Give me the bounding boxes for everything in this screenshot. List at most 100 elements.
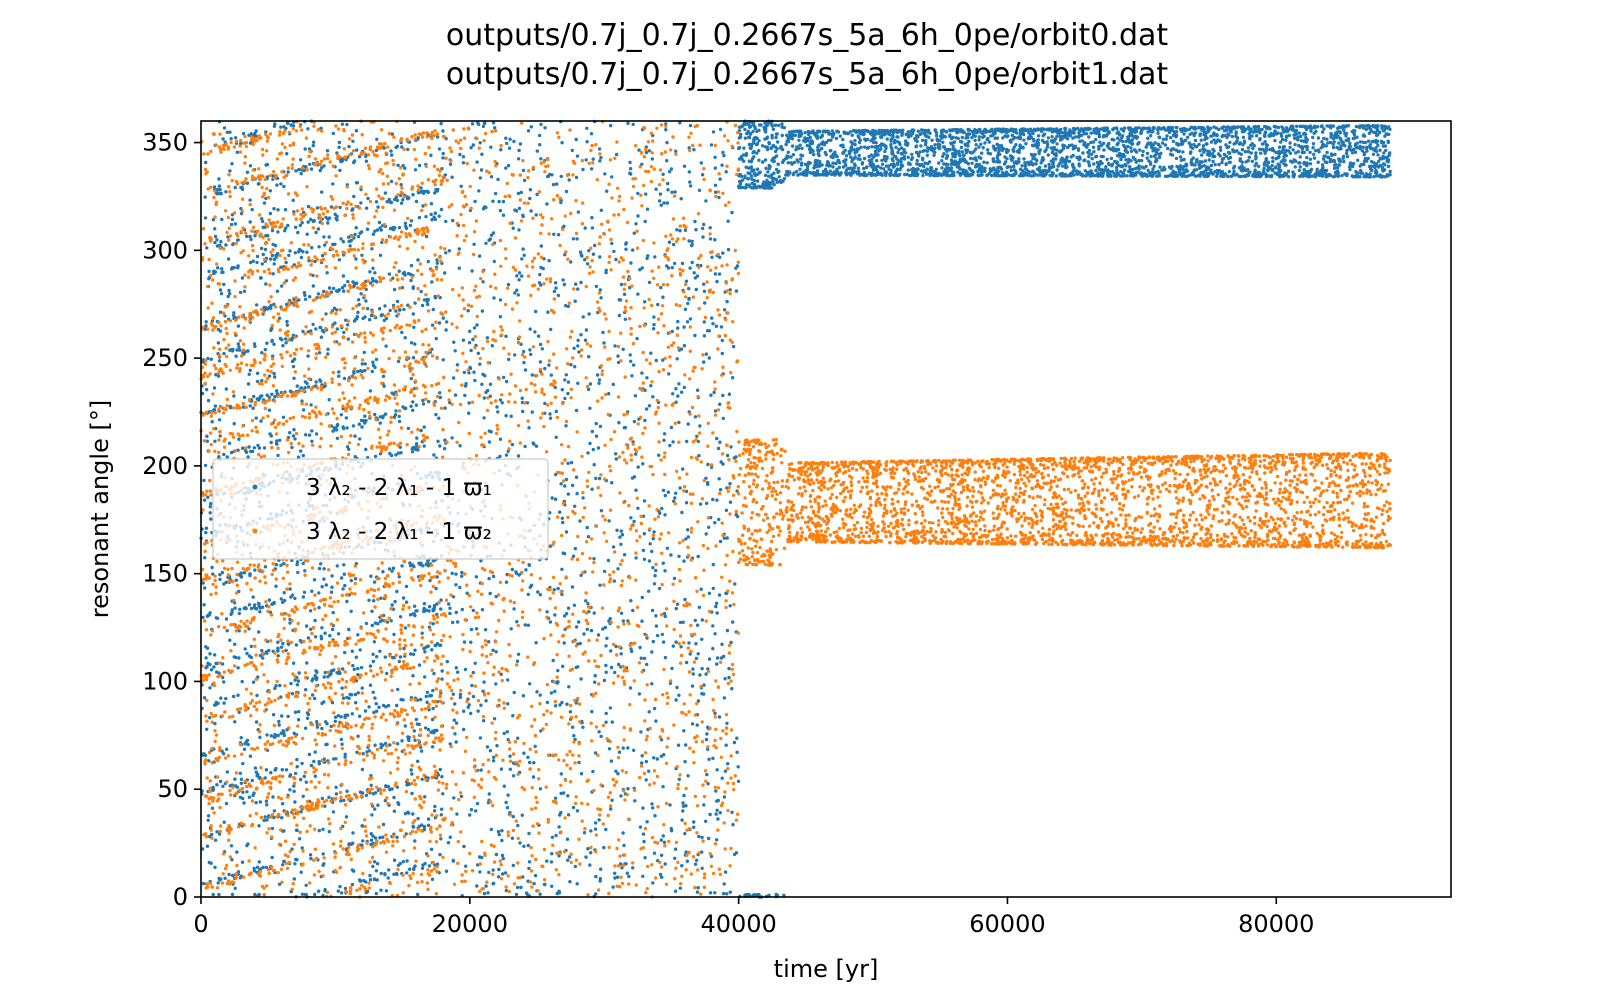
scatter-point (466, 309, 470, 313)
scatter-point (641, 548, 646, 553)
scatter-point (693, 618, 697, 623)
scatter-point (267, 395, 272, 400)
scatter-point (751, 129, 755, 134)
scatter-point (527, 426, 531, 430)
scatter-point (651, 566, 655, 570)
scatter-point (276, 453, 280, 458)
scatter-point (440, 669, 444, 673)
scatter-point (253, 234, 257, 238)
scatter-point (246, 455, 250, 459)
scatter-point (422, 425, 426, 429)
scatter-point (546, 174, 550, 179)
scatter-point (316, 292, 321, 296)
scatter-point (432, 671, 436, 676)
scatter-point (614, 644, 618, 649)
scatter-point (423, 726, 428, 730)
scatter-point (312, 759, 316, 764)
scatter-point (723, 677, 727, 681)
scatter-point (644, 150, 649, 155)
scatter-point (647, 404, 652, 408)
scatter-point (392, 795, 396, 800)
scatter-point (367, 318, 372, 322)
scatter-point (650, 549, 654, 554)
scatter-point (395, 703, 399, 708)
scatter-point (439, 607, 443, 611)
scatter-point (370, 247, 374, 251)
scatter-point (518, 142, 523, 146)
scatter-point (688, 180, 692, 184)
scatter-point (764, 166, 768, 171)
scatter-point (598, 877, 602, 881)
scatter-point (269, 306, 273, 310)
scatter-point (222, 126, 227, 130)
scatter-point (390, 391, 394, 395)
scatter-point (1009, 168, 1013, 173)
scatter-point (657, 199, 662, 203)
scatter-point (373, 454, 378, 459)
scatter-point (619, 652, 623, 656)
scatter-point (271, 354, 275, 358)
scatter-point (324, 742, 328, 747)
scatter-point (1054, 174, 1059, 178)
scatter-point (619, 611, 624, 615)
scatter-point (535, 192, 539, 197)
scatter-point (549, 691, 554, 695)
scatter-point (528, 327, 532, 331)
scatter-point (635, 336, 639, 341)
scatter-point (249, 606, 254, 611)
scatter-point (397, 269, 401, 273)
scatter-point (1076, 126, 1080, 131)
scatter-point (580, 254, 584, 258)
scatter-point (457, 266, 461, 270)
scatter-point (1140, 153, 1145, 157)
scatter-point (279, 265, 283, 269)
scatter-point (469, 808, 474, 812)
scatter-point (241, 761, 245, 766)
scatter-point (286, 714, 290, 719)
scatter-point (655, 757, 659, 761)
scatter-point (349, 609, 353, 613)
scatter-point (680, 261, 685, 266)
scatter-point (557, 854, 561, 858)
scatter-point (649, 384, 653, 388)
scatter-point (314, 669, 318, 673)
scatter-point (279, 645, 284, 649)
scatter-point (508, 137, 512, 141)
scatter-point (615, 528, 619, 532)
scatter-point (413, 342, 417, 346)
scatter-point (559, 772, 563, 776)
scatter-point (343, 713, 348, 718)
scatter-point (253, 892, 257, 897)
scatter-point (614, 257, 618, 262)
scatter-point (694, 656, 699, 661)
scatter-point (235, 348, 239, 352)
scatter-point (372, 640, 376, 644)
scatter-point (717, 477, 721, 481)
scatter-point (465, 591, 469, 595)
scatter-point (424, 298, 429, 302)
scatter-point (343, 650, 347, 655)
scatter-point (706, 462, 710, 467)
scatter-point (1256, 124, 1261, 129)
scatter-point (510, 442, 515, 447)
scatter-point (467, 341, 472, 345)
scatter-point (384, 889, 389, 893)
scatter-point (575, 491, 579, 496)
scatter-point (470, 269, 474, 273)
scatter-point (263, 776, 267, 780)
scatter-point (339, 159, 344, 164)
scatter-point (336, 632, 341, 636)
scatter-point (222, 351, 226, 356)
scatter-point (269, 434, 273, 438)
scatter-point (323, 384, 327, 388)
scatter-point (359, 292, 363, 296)
scatter-point (399, 697, 403, 702)
scatter-point (234, 354, 238, 358)
scatter-point (246, 742, 250, 747)
scatter-point (342, 563, 346, 567)
scatter-point (522, 360, 526, 365)
scatter-point (576, 287, 580, 291)
scatter-point (237, 710, 241, 714)
scatter-point (319, 335, 324, 339)
scatter-point (459, 794, 464, 799)
